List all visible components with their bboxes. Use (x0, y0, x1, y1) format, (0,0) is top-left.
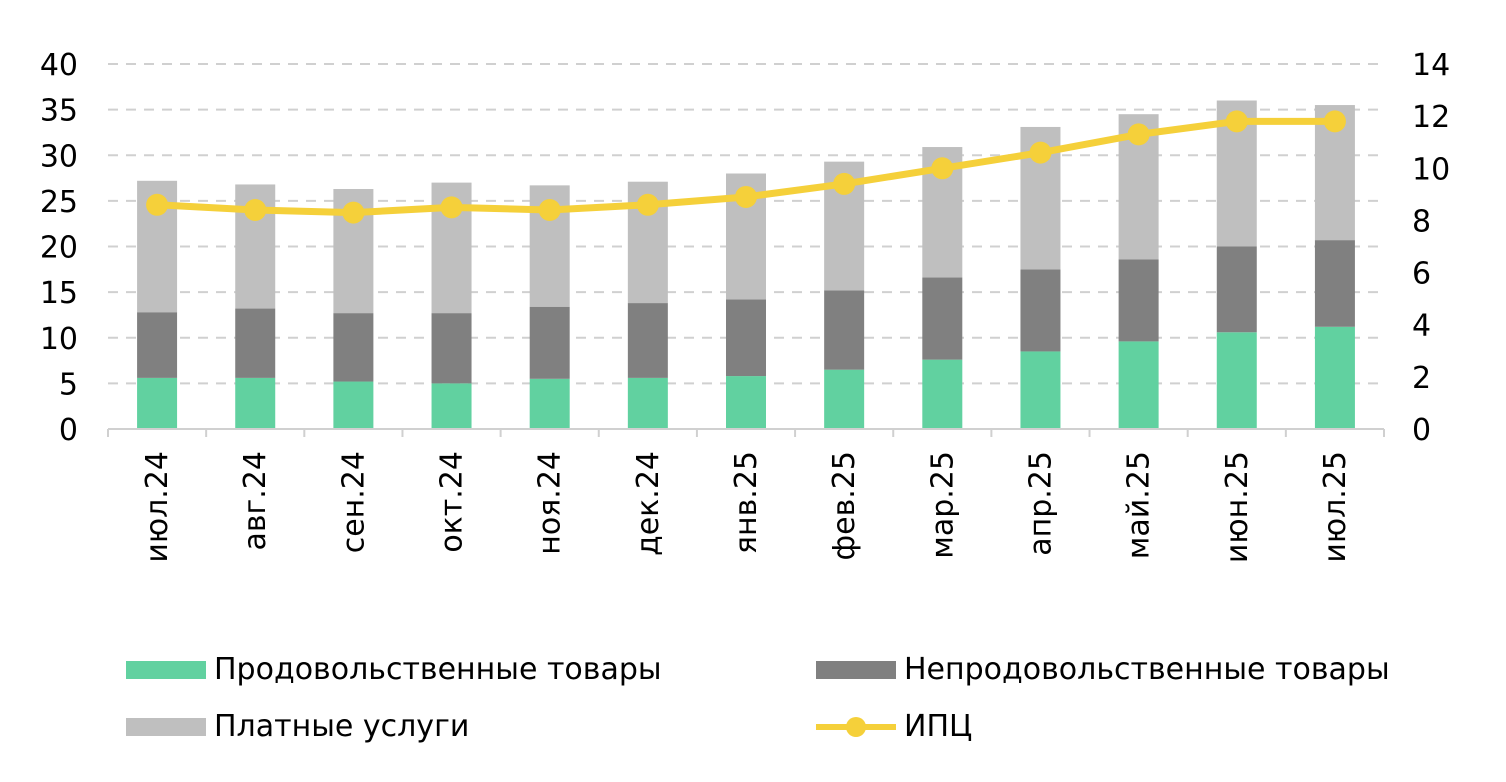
cpi-point (1323, 110, 1346, 133)
bars (137, 100, 1355, 429)
bar-segment (529, 378, 570, 429)
bar-segment (824, 290, 865, 370)
bar-segment (726, 299, 766, 377)
bar-segment (431, 383, 472, 429)
cpi-point (833, 172, 856, 195)
x-tick-label: сен.24 (336, 451, 371, 553)
y-right-tick-label: 12 (1412, 100, 1450, 135)
y-left-tick-label: 15 (40, 276, 78, 311)
y-right-tick-label: 0 (1412, 413, 1431, 448)
cpi-point (636, 193, 659, 216)
bar-segment (137, 312, 178, 378)
x-tick-label: янв.25 (729, 451, 764, 554)
bar-segment (333, 381, 374, 429)
bar-segment (1314, 326, 1355, 429)
cpi-point (244, 199, 267, 221)
cpi-line (146, 110, 1346, 224)
bar-segment (529, 306, 570, 379)
bar-segment (1118, 341, 1159, 429)
cpi-point (735, 185, 757, 208)
x-tick-label: окт.24 (435, 451, 470, 553)
bar-segment (1216, 332, 1257, 429)
x-tick-label: авг.24 (238, 451, 273, 551)
x-axis (107, 428, 1385, 437)
bar-segment (333, 313, 374, 382)
y-left-tick-label: 5 (59, 367, 78, 402)
x-tick-label: ноя.24 (533, 451, 568, 555)
x-tick-label: апр.25 (1023, 451, 1058, 556)
bar-segment (922, 277, 963, 360)
bar-segment (235, 377, 276, 429)
cpi-point (1029, 141, 1052, 164)
cpi-point (1127, 123, 1150, 146)
x-tick-label: май.25 (1122, 451, 1157, 559)
bar-segment (1314, 240, 1355, 327)
cpi-point (342, 201, 365, 224)
x-tick-label: июл.24 (140, 451, 175, 563)
x-tick-label: мар.25 (925, 451, 960, 559)
y-left-tick-label: 10 (40, 322, 78, 357)
bar-segment (431, 313, 472, 384)
y-right-tick-label: 4 (1412, 309, 1431, 344)
bar-segment (1020, 351, 1061, 429)
bar-segment (1216, 246, 1257, 333)
y-right-tick-label: 6 (1412, 257, 1431, 292)
y-left-tick-label: 30 (40, 139, 78, 174)
bar-segment (627, 303, 668, 378)
cpi-point (1225, 110, 1248, 133)
y-right-tick-label: 8 (1412, 204, 1431, 239)
y-right-tick-label: 10 (1412, 152, 1450, 187)
bar-segment (1118, 259, 1159, 342)
y-right-tick-label: 2 (1412, 361, 1431, 396)
y-left-tick-label: 40 (40, 48, 78, 83)
bar-segment (726, 376, 766, 429)
y-axis-left-ticks: 0 5 10 15 20 25 30 35 40 (40, 48, 78, 448)
x-tick-label: июл.25 (1318, 451, 1353, 563)
bar-segment (137, 377, 178, 429)
bar-segment (922, 359, 963, 429)
bar-segment (1020, 269, 1061, 352)
cpi-point (440, 196, 463, 219)
cpi-point (931, 157, 954, 180)
y-left-tick-label: 20 (40, 231, 78, 266)
cpi-point (538, 199, 561, 221)
bar-segment (627, 377, 668, 429)
y-left-tick-label: 35 (40, 94, 78, 129)
y-axis-right-ticks: 0 2 4 6 8 10 12 14 (1412, 48, 1450, 448)
y-left-tick-label: 0 (59, 413, 78, 448)
cpi-point (146, 193, 169, 216)
y-right-tick-label: 14 (1412, 48, 1450, 83)
y-left-tick-label: 25 (40, 185, 78, 220)
bar-segment (235, 308, 276, 378)
bar-segment (824, 369, 865, 429)
x-tick-label: фев.25 (827, 451, 862, 561)
x-axis-ticks: июл.24 авг.24 сен.24 окт.24 ноя.24 дек.24 янв.… (140, 451, 1353, 563)
x-tick-label: июн.25 (1220, 451, 1255, 563)
x-tick-label: дек.24 (631, 451, 666, 556)
